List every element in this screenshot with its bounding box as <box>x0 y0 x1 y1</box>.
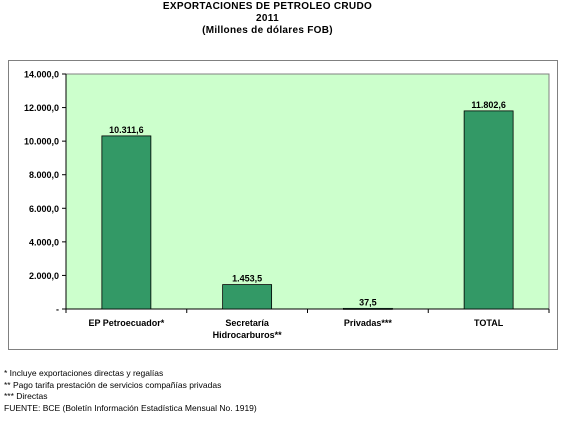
y-tick-label: 6.000,0 <box>29 204 59 214</box>
y-tick-label: 8.000,0 <box>29 170 59 180</box>
y-tick-label: 4.000,0 <box>29 237 59 247</box>
data-label: 10.311,6 <box>109 125 144 135</box>
y-tick-label: - <box>56 305 59 315</box>
footnote-3: *** Directas <box>4 391 48 402</box>
bar <box>463 110 514 310</box>
category-label: TOTAL <box>474 318 504 328</box>
y-tick-label: 12.000,0 <box>24 103 59 113</box>
category-label: EP Petroecuador* <box>88 318 164 328</box>
y-tick-label: 10.000,0 <box>24 137 59 147</box>
chart-unit-note: (Millones de dólares FOB) <box>202 25 333 36</box>
category-label: Secretaría <box>225 318 270 328</box>
bar <box>342 307 393 310</box>
footnotes: * Incluye exportaciones directas y regal… <box>4 368 257 415</box>
chart-titles: EXPORTACIONES DE PETROLEO CRUDO 2011 (Mi… <box>0 1 535 37</box>
footnote-1: * Incluye exportaciones directas y regal… <box>4 368 164 378</box>
footnote-source: FUENTE: BCE (Boletín Información Estadís… <box>4 403 257 414</box>
bar <box>101 135 152 310</box>
data-label: 1.453,5 <box>232 274 262 284</box>
chart-title: EXPORTACIONES DE PETROLEO CRUDO <box>162 1 373 12</box>
data-label: 37,5 <box>359 297 377 307</box>
data-label: 11.802,6 <box>471 100 506 110</box>
category-label: Hidrocarburos** <box>213 330 283 340</box>
category-label: Privadas*** <box>344 318 393 328</box>
y-tick-label: 2.000,0 <box>29 271 59 281</box>
chart-subtitle: 2011 <box>256 13 279 24</box>
footnote-2: ** Pago tarifa prestación de servicios c… <box>4 379 222 390</box>
y-tick-label: 14.000,0 <box>24 70 59 80</box>
bar <box>222 284 273 310</box>
